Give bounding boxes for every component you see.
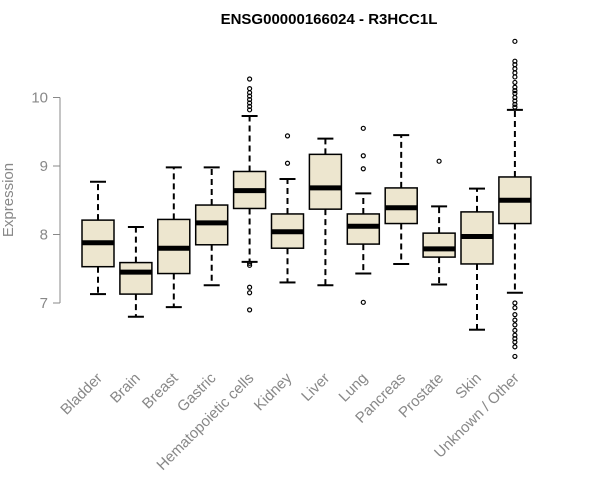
box-pancreas <box>384 134 418 265</box>
y-axis: 7 8 9 10 <box>31 90 61 312</box>
outlier-point <box>436 158 442 164</box>
y-tick-label: 7 <box>40 295 48 312</box>
x-tick-label: Kidney <box>251 369 296 414</box>
outlier-point <box>247 262 253 268</box>
box-skin <box>460 187 494 331</box>
box-kidney <box>270 133 305 284</box>
chart-title: ENSG00000166024 - R3HCC1L <box>221 11 438 28</box>
outlier-point <box>247 284 253 290</box>
box-lung <box>346 125 381 305</box>
box-unknown-other <box>498 38 532 360</box>
x-tick-label: Skin <box>452 370 485 403</box>
y-tick-label: 9 <box>40 158 48 175</box>
outlier-point <box>360 125 366 131</box>
y-tick-label: 10 <box>31 90 48 107</box>
outlier-point <box>512 62 518 68</box>
outlier-point <box>512 353 518 360</box>
outlier-point <box>512 344 518 350</box>
outlier-point <box>512 322 518 328</box>
iqr-box <box>308 153 343 210</box>
box-liver <box>308 137 343 287</box>
boxes-group <box>81 38 532 360</box>
outlier-point <box>247 260 253 266</box>
iqr-box <box>422 232 456 258</box>
outlier-point <box>247 107 253 113</box>
outlier-point <box>360 166 366 172</box>
outlier-point <box>360 153 366 159</box>
outlier-point <box>512 317 518 323</box>
outlier-point <box>512 300 518 306</box>
y-tick-label: 8 <box>40 227 48 244</box>
iqr-box <box>346 213 381 245</box>
box-gastric <box>194 166 229 287</box>
y-axis-label: Expression <box>0 163 17 237</box>
outlier-point <box>512 88 518 94</box>
outlier-point <box>512 38 518 44</box>
outlier-point <box>512 74 518 80</box>
outlier-point <box>512 70 518 76</box>
outlier-point <box>512 305 518 311</box>
box-bladder <box>81 180 115 296</box>
outlier-point <box>512 339 518 345</box>
box-breast <box>157 166 191 309</box>
outlier-point <box>247 85 253 92</box>
outlier-point <box>360 299 366 305</box>
outlier-point <box>512 66 518 72</box>
box-hematopoietic-cells <box>232 76 267 313</box>
outlier-point <box>284 160 291 166</box>
iqr-box <box>119 261 153 295</box>
outlier-point <box>247 290 253 296</box>
x-tick-label: Bladder <box>57 370 106 419</box>
x-tick-label: Liver <box>298 370 333 405</box>
outlier-point <box>247 307 253 313</box>
box-prostate <box>422 158 456 286</box>
box-brain <box>119 225 153 318</box>
outlier-point <box>512 327 518 333</box>
outlier-point <box>512 101 518 107</box>
outlier-point <box>247 76 253 82</box>
outlier-point <box>512 312 518 318</box>
outlier-point <box>512 104 518 110</box>
outlier-point <box>512 79 518 86</box>
outlier-point <box>284 133 291 139</box>
outlier-point <box>512 90 518 96</box>
